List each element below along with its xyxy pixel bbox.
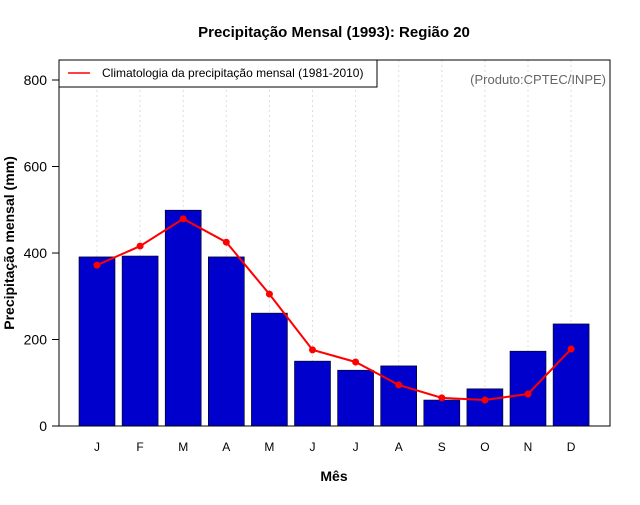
- x-axis-label: Mês: [320, 468, 347, 484]
- y-tick-label: 400: [24, 245, 48, 261]
- climatology-point: [93, 261, 101, 269]
- climatology-point: [395, 381, 403, 389]
- bar-D: [552, 323, 590, 427]
- y-tick-label: 200: [24, 332, 48, 348]
- x-tick-label: S: [438, 440, 446, 454]
- bar-J: [78, 256, 116, 427]
- x-tick-label: J: [310, 440, 316, 454]
- climatology-polyline: [96, 217, 572, 402]
- y-tick-label: 0: [39, 418, 47, 434]
- bar-J: [337, 369, 374, 427]
- y-axis: 0 200 400 600 800: [24, 72, 59, 434]
- x-tick-label: A: [395, 440, 403, 454]
- x-tick-label: F: [136, 440, 143, 454]
- bar-S: [423, 399, 461, 427]
- x-tick-label: N: [524, 440, 533, 454]
- y-tick-label: 600: [24, 159, 48, 175]
- legend: Climatologia da precipitação mensal (198…: [58, 59, 378, 88]
- source-annotation: (Produto:CPTEC/INPE): [470, 72, 606, 87]
- chart-title: Precipitação Mensal (1993): Região 20: [198, 24, 470, 41]
- y-axis-label: Precipitação mensal (mm): [1, 156, 17, 330]
- climatology-point: [352, 358, 360, 366]
- x-tick-label: A: [222, 440, 230, 454]
- climatology-point: [136, 242, 144, 250]
- x-tick-label: D: [567, 440, 576, 454]
- x-tick-label: J: [94, 440, 100, 454]
- bar-O: [466, 388, 504, 427]
- climatology-point: [179, 215, 187, 223]
- x-tick-label: O: [480, 440, 489, 454]
- climatology-line: [93, 215, 575, 404]
- x-tick-label: M: [264, 440, 274, 454]
- bars: [78, 209, 590, 427]
- climatology-point: [481, 396, 489, 404]
- x-tick-label: M: [178, 440, 188, 454]
- bar-F: [121, 255, 159, 427]
- bar-A: [208, 256, 245, 427]
- bar-M: [164, 209, 202, 427]
- y-tick-label: 800: [24, 72, 48, 88]
- legend-box: [58, 59, 378, 88]
- climatology-point: [309, 346, 316, 354]
- bar-J: [294, 360, 331, 427]
- legend-label: Climatologia da precipitação mensal (198…: [102, 66, 363, 80]
- bar-M: [251, 312, 288, 427]
- bar-A: [380, 365, 418, 427]
- bar-N: [509, 350, 547, 427]
- climatology-point: [567, 345, 575, 353]
- climatology-point: [222, 238, 230, 246]
- climatology-point: [265, 290, 273, 298]
- climatology-point: [524, 390, 532, 398]
- x-tick-label: J: [353, 440, 359, 454]
- climatology-point: [438, 394, 446, 402]
